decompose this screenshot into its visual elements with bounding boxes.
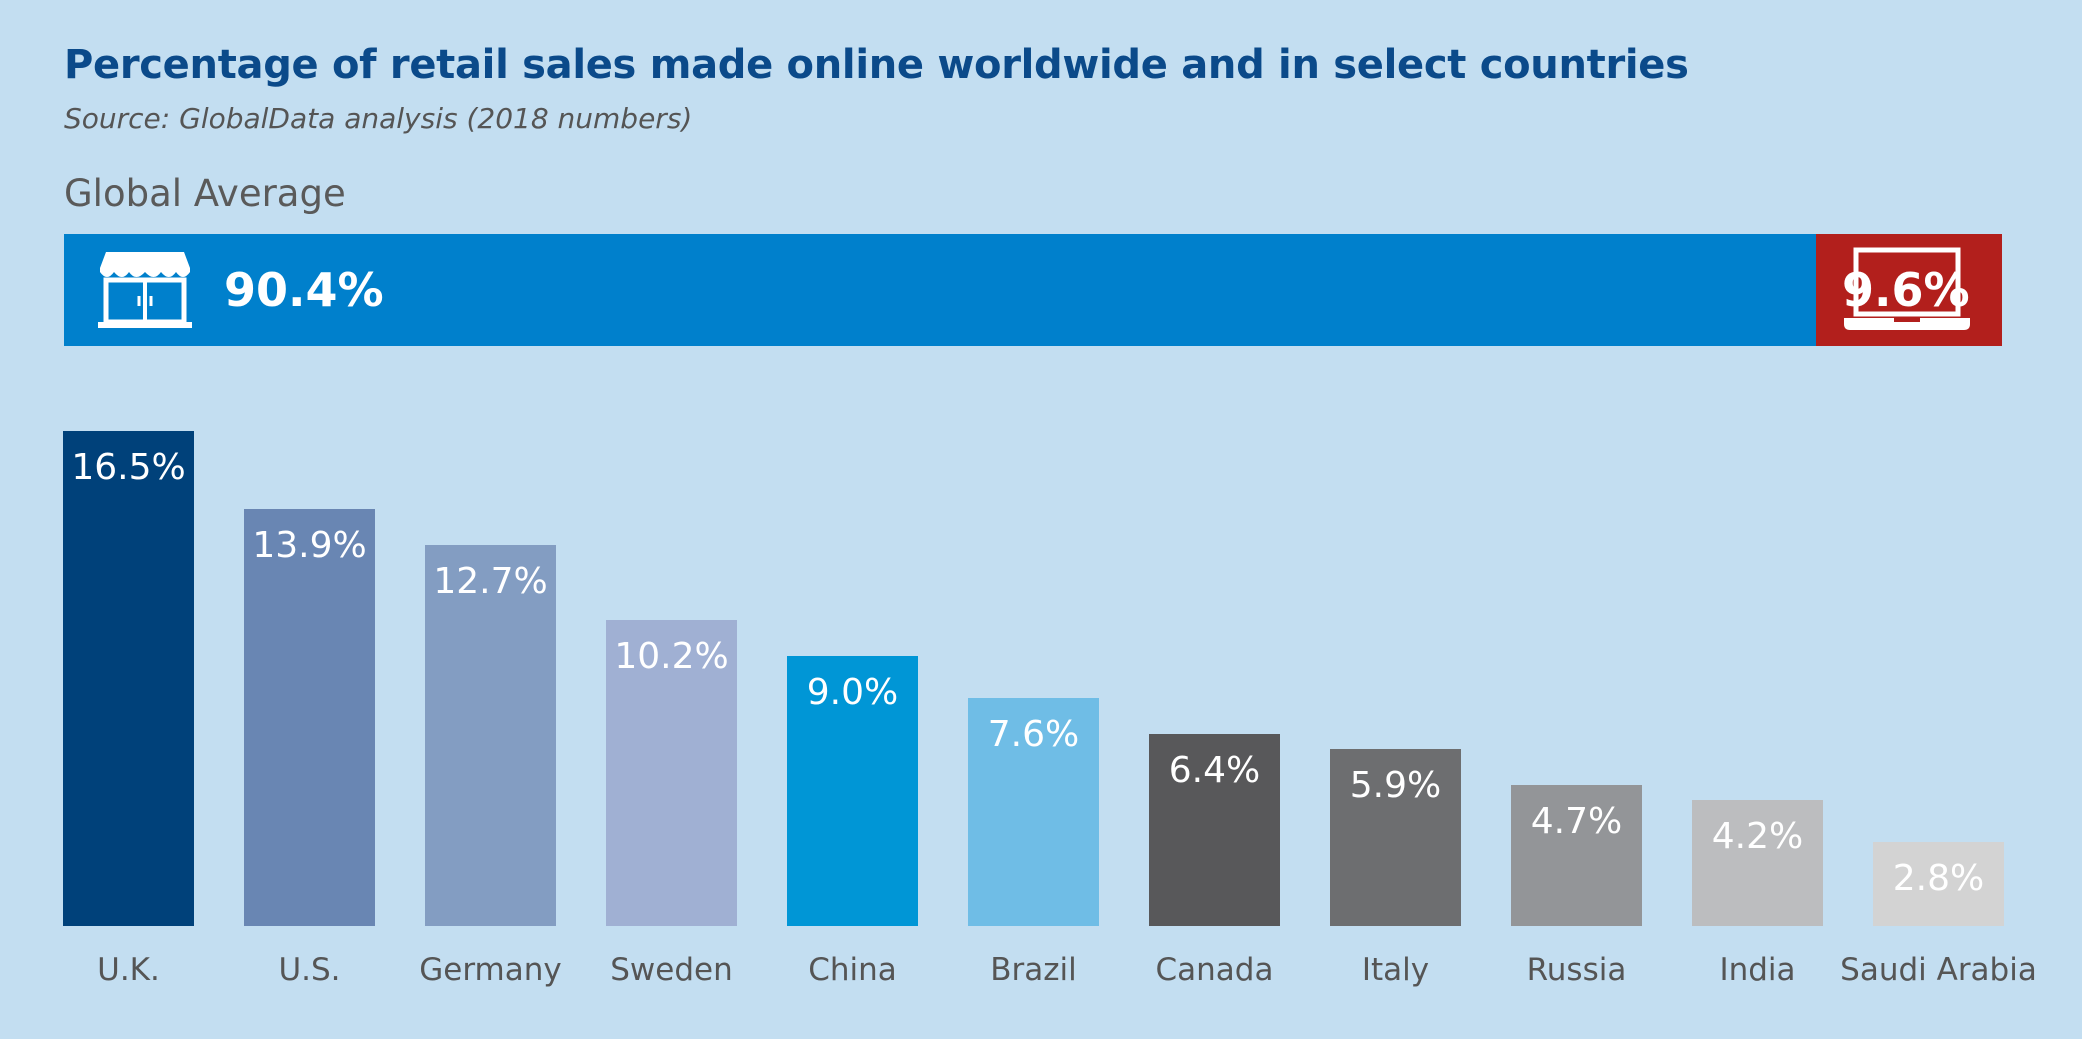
- bar-value-label: 4.2%: [1712, 816, 1803, 857]
- category-label: Russia: [1527, 952, 1627, 988]
- bar-value-label: 12.7%: [433, 561, 547, 602]
- category-label: Italy: [1362, 952, 1429, 988]
- chart-title: Percentage of retail sales made online w…: [64, 42, 1689, 88]
- category-label: U.K.: [97, 952, 160, 988]
- bar-value-label: 10.2%: [614, 636, 728, 677]
- storefront-icon: [98, 252, 192, 328]
- offline-sales-segment: 90.4%: [64, 234, 1816, 346]
- bar-india: [1692, 800, 1823, 926]
- category-label: Brazil: [990, 952, 1077, 988]
- bar-value-label: 9.0%: [807, 672, 898, 713]
- bar-brazil: [968, 698, 1099, 926]
- category-label: U.S.: [278, 952, 340, 988]
- category-label: Canada: [1156, 952, 1274, 988]
- bar-value-label: 13.9%: [252, 525, 366, 566]
- bar-value-label: 16.5%: [71, 447, 185, 488]
- bar-china: [787, 656, 918, 926]
- bar-value-label: 7.6%: [988, 714, 1079, 755]
- global-average-label: Global Average: [64, 172, 346, 215]
- bar-value-label: 5.9%: [1350, 765, 1441, 806]
- offline-value-label: 90.4%: [224, 263, 384, 317]
- global-average-bar: 90.4% 9.6%: [64, 234, 2002, 346]
- category-label: Saudi Arabia: [1840, 952, 2037, 988]
- bar-canada: [1149, 734, 1280, 926]
- category-label: India: [1719, 952, 1795, 988]
- bar-u-s: [244, 509, 375, 926]
- chart-subtitle: Source: GlobalData analysis (2018 number…: [64, 102, 693, 135]
- category-label: Sweden: [610, 952, 733, 988]
- laptop-icon: [1844, 247, 1970, 330]
- bar-value-label: 6.4%: [1169, 750, 1260, 791]
- online-sales-segment: 9.6%: [1816, 234, 2002, 346]
- bar-germany: [425, 545, 556, 926]
- bar-value-label: 4.7%: [1531, 801, 1622, 842]
- bar-sweden: [606, 620, 737, 926]
- online-value-label: 9.6%: [1842, 263, 1970, 317]
- bar-saudi-arabia: [1873, 842, 2004, 926]
- bar-u-k: [63, 431, 194, 926]
- bar-italy: [1330, 749, 1461, 926]
- category-label: China: [808, 952, 897, 988]
- bar-value-label: 2.8%: [1893, 858, 1984, 899]
- category-label: Germany: [419, 952, 561, 988]
- bar-russia: [1511, 785, 1642, 926]
